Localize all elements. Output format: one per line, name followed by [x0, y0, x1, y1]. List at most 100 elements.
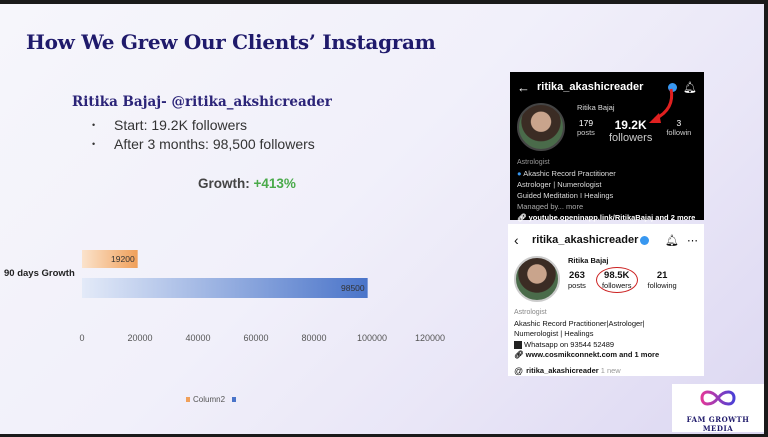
ig-dark-posts-count: 179: [578, 118, 594, 128]
ig-light-bio-line-1: Numerologist | Healings: [514, 329, 594, 338]
back-chevron-icon: ‹: [514, 232, 519, 248]
chart-legend: Column2: [186, 395, 237, 404]
right-border: [764, 0, 768, 437]
ig-light-whatsapp: Whatsapp on 93544 52489: [514, 340, 698, 351]
x-tick-label: 60000: [243, 333, 268, 343]
ig-dark-followers-count: 19.2K: [614, 118, 647, 132]
ig-light-profile: Ritika Bajaj 263 posts 98.5K followers 2…: [514, 256, 698, 304]
back-arrow-icon: ←: [517, 79, 530, 95]
ig-dark-header: ← ritika_akashicreader 🔔︎: [517, 77, 697, 97]
ig-light-posts-label: posts: [568, 281, 586, 290]
top-border: [0, 0, 768, 4]
ig-dark-link-text: youtube.openinapp.link/RitikaBajaj and 2…: [528, 213, 696, 222]
growth-label: Growth:: [198, 176, 250, 191]
legend-swatch-series2: [232, 397, 237, 402]
x-tick-label: 100000: [357, 333, 387, 343]
ig-light-followers-label: followers: [601, 281, 632, 290]
x-tick-label: 20000: [127, 333, 152, 343]
ig-dark-profile: Ritika Bajaj 179 posts 19.2K followers 3…: [517, 88, 697, 155]
ig-dark-posts: 179 posts: [577, 118, 595, 144]
bell-icon: 🔔︎: [683, 81, 697, 94]
ig-light-following-count: 21: [656, 270, 668, 281]
ig-light-posts-count: 263: [569, 270, 585, 281]
bar-series2-value: 98500: [341, 283, 365, 293]
ig-light-followers-count: 98.5K: [604, 270, 630, 281]
bullet-after: • After 3 months: 98,500 followers: [92, 134, 315, 153]
ig-light-bio-line-0: Akashic Record Practitioner|Astrologer|: [514, 318, 645, 328]
ig-light-category: Astrologist: [514, 309, 547, 316]
x-tick-label: 0: [79, 333, 84, 343]
ig-light-stats: 263 posts 98.5K followers 21 following: [568, 267, 698, 293]
fam-growth-media-logo: FAM GROWTH MEDIA: [672, 384, 764, 433]
ig-dark-stats: 179 posts 19.2K followers 3 followin: [577, 118, 697, 144]
ig-dark-followers: 19.2K followers: [609, 118, 652, 144]
growth-summary: Growth: +413%: [198, 176, 296, 191]
whatsapp-icon: [514, 340, 522, 349]
bullet-dot-icon: •: [92, 138, 96, 149]
verified-badge-icon: [640, 235, 650, 245]
x-axis-ticks: 0 20000 40000 60000 80000 100000 120000: [79, 333, 445, 343]
growth-bar-chart: 90 days Growth 19200 98500 0 20000 40000 60…: [4, 250, 445, 343]
bell-icon: 🔔︎: [665, 234, 679, 247]
ig-light-following-label: following: [647, 281, 677, 290]
globe-icon: ●: [517, 169, 524, 178]
chart-category-label: 90 days Growth: [4, 268, 75, 279]
threads-icon: @: [514, 365, 524, 376]
ig-light-name: Ritika Bajaj: [568, 256, 609, 265]
verified-badge-icon: [668, 82, 678, 92]
ig-dark-category: Astrologist: [517, 159, 550, 166]
ig-light-following: 21 following: [648, 270, 677, 293]
logo-text: FAM GROWTH MEDIA: [686, 415, 750, 433]
bottom-border: [0, 434, 768, 437]
ig-light-profile-info: Ritika Bajaj 263 posts 98.5K followers 2…: [568, 256, 698, 304]
ig-dark-name: Ritika Bajaj: [577, 103, 615, 112]
ig-light-bio: Astrologist Akashic Record Practitioner|…: [514, 308, 698, 361]
ig-light-whatsapp-text: Whatsapp on 93544 52489: [524, 339, 615, 349]
ig-light-posts: 263 posts: [568, 270, 586, 293]
bar-column2-value: 19200: [111, 254, 135, 264]
ig-dark-following-count: 3: [676, 118, 682, 128]
ig-dark-bio: Astrologist ● Akashic Record Practitione…: [517, 157, 697, 223]
bar-column2: [82, 250, 138, 268]
avatar: [514, 256, 560, 302]
ig-light-threads: @ ritika_akashicreader 1 new: [514, 366, 698, 376]
ig-dark-bio-line: ● Akashic Record Practitioner: [517, 168, 697, 179]
instagram-after-screenshot: ‹ ritika_akashicreader 🔔︎ ⋯ Ritika Bajaj…: [508, 224, 704, 376]
x-tick-label: 40000: [185, 333, 210, 343]
ig-dark-bio-line-1: Astrologer | Numerologist: [517, 180, 602, 189]
infinity-logo-icon: [700, 390, 736, 406]
ig-light-threads-new: 1 new: [600, 366, 621, 375]
ig-dark-following-label: followin: [666, 128, 692, 137]
x-tick-label: 80000: [301, 333, 326, 343]
legend-label-column2: Column2: [193, 395, 226, 404]
ig-dark-link: 🔗︎ youtube.openinapp.link/RitikaBajaj an…: [517, 212, 697, 223]
ig-light-link: 🔗︎ www.cosmikconnekt.com and 1 more: [514, 350, 698, 361]
ig-light-username: ritika_akashicreader: [532, 234, 665, 246]
growth-value: +413%: [253, 176, 296, 191]
ig-dark-profile-info: Ritika Bajaj 179 posts 19.2K followers 3…: [577, 88, 697, 155]
bullet-dot-icon: •: [92, 119, 96, 130]
slide-title: How We Grew Our Clients’ Instagram: [26, 30, 436, 54]
bullet-start: • Start: 19.2K followers: [92, 115, 315, 134]
avatar: [517, 103, 565, 151]
instagram-before-screenshot: ← ritika_akashicreader 🔔︎ Ritika Bajaj 1…: [510, 72, 704, 223]
x-tick-label: 120000: [415, 333, 445, 343]
client-name: Ritika Bajaj- @ritika_akshicreader: [72, 94, 332, 110]
legend-swatch-column2: [186, 397, 190, 402]
bullet-after-text: After 3 months: 98,500 followers: [114, 135, 315, 152]
ig-dark-username: ritika_akashicreader: [537, 81, 644, 93]
ig-light-header: ‹ ritika_akashicreader 🔔︎ ⋯: [514, 229, 698, 251]
ig-light-link-text: www.cosmikconnekt.com and 1 more: [525, 350, 660, 359]
red-arrow-icon: [649, 88, 674, 123]
ig-dark-bio-line-3: Managed by... more: [517, 202, 584, 211]
stats-bullets: • Start: 19.2K followers • After 3 months:…: [92, 115, 315, 153]
ig-dark-bio-line-0: Akashic Record Practitioner: [523, 169, 616, 178]
ig-dark-posts-label: posts: [577, 128, 595, 137]
ig-dark-followers-label: followers: [608, 132, 653, 144]
more-icon: ⋯: [687, 234, 698, 247]
bar-series2: [82, 278, 368, 298]
ig-dark-bio-line-2: Guided Meditation I Healings: [517, 191, 614, 200]
ig-light-threads-handle: ritika_akashicreader: [526, 366, 599, 375]
ig-light-followers: 98.5K followers: [595, 267, 638, 293]
ig-dark-following: 3 followin: [666, 118, 691, 144]
